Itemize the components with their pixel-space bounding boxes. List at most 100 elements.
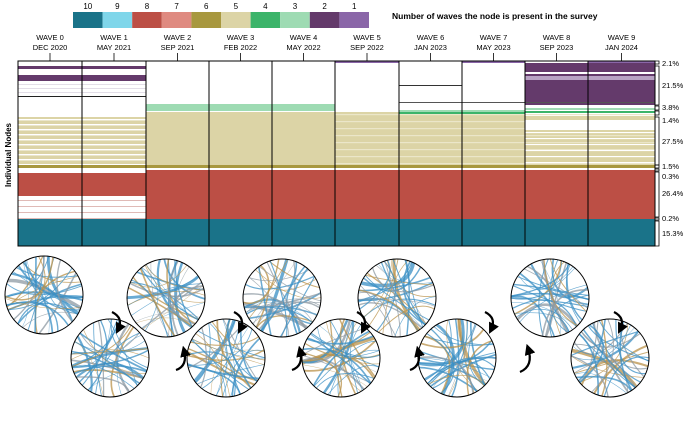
wave-name-9: WAVE 9 [608,33,636,42]
wave-date-2: SEP 2021 [161,43,195,52]
wave-name-2: WAVE 2 [164,33,192,42]
bracket-3 [655,110,660,116]
band-gap [525,72,655,74]
band-1-wave [588,61,655,63]
band-stripe [335,149,655,151]
legend-label-1: 1 [352,2,357,11]
band-1-wave [462,61,525,63]
wave-name-3: WAVE 3 [227,33,255,42]
wave-dividers [81,61,589,246]
pct-label-4: 27.5% [662,137,684,146]
band-stripe [335,142,655,144]
band-stripe [335,135,655,137]
legend-swatch-9 [102,12,133,28]
legend-swatch-1 [339,12,369,28]
wave-name-8: WAVE 8 [543,33,571,42]
legend-label-8: 8 [145,2,150,11]
pct-label-8: 0.2% [662,214,679,223]
bracket-6 [655,168,660,172]
legend-swatch-3 [280,12,310,28]
wave-date-8: SEP 2023 [540,43,574,52]
network-snapshot-4 [243,259,321,337]
wave-name-6: WAVE 6 [417,33,445,42]
wave-name-5: WAVE 5 [353,33,381,42]
band-stripe [335,156,655,158]
legend-title: Number of waves the node is present in t… [392,11,598,21]
band-stripe [525,144,655,146]
band-stripe [335,128,655,130]
sequence-arrow-0 [111,311,126,334]
percentage-brackets [655,60,660,247]
wave-name-7: WAVE 7 [480,33,508,42]
legend-label-9: 9 [115,2,120,11]
sequence-arrow-5 [409,345,425,372]
wave-name-1: WAVE 1 [100,33,128,42]
sequence-arrow-4 [356,311,371,334]
bracket-8 [655,217,660,221]
band-1-wave [335,61,399,63]
sequence-arrow-1 [175,345,191,372]
bracket-2 [655,105,660,111]
legend-swatch-8 [132,12,162,28]
band-line [399,85,462,86]
network-snapshots [4,255,650,398]
network-snapshot-7 [418,319,496,397]
wave-date-9: JAN 2024 [605,43,638,52]
sequence-arrow-2 [233,311,248,334]
band-3-waves [146,104,335,111]
legend-label-2: 2 [322,2,327,11]
chart-frame [17,60,656,247]
presence-bands [18,61,655,246]
pct-label-5: 1.5% [662,162,679,171]
band-stripe [525,156,655,158]
legend-swatch-4 [250,12,281,28]
pct-label-3: 1.4% [662,116,679,125]
band-stripe [525,132,655,134]
band-4-waves [525,111,655,113]
pct-label-7: 26.4% [662,189,684,198]
pct-label-1: 21.5% [662,81,684,90]
wave-date-1: MAY 2021 [97,43,131,52]
wave-date-3: FEB 2022 [224,43,257,52]
pct-label-9: 15.3% [662,229,684,238]
legend-label-4: 4 [263,2,268,11]
band-stripe [525,150,655,152]
band-stripe [335,163,655,165]
legend-swatch-7 [161,12,192,28]
band-stripe [335,114,655,116]
wave-date-6: JAN 2023 [414,43,447,52]
pct-label-2: 3.8% [662,103,679,112]
band-3-waves [525,108,655,110]
legend-swatch-10 [73,12,103,28]
legend-swatch-5 [221,12,251,28]
bracket-4 [655,116,660,166]
network-snapshot-3 [187,319,265,397]
y-axis-label: Individual Nodes [4,122,13,187]
sequence-arrows [111,311,628,374]
bracket-5 [655,164,660,169]
band-stripe [335,121,655,123]
network-snapshot-9 [571,319,649,397]
percentage-labels: 2.1% 21.5% 3.8% 1.4% 27.5% 1.5%0.3% 26.4% 0.2% 1… [662,59,684,238]
legend-label-10: 10 [83,2,92,11]
pct-label-6: 0.3% [662,172,679,181]
bracket-0 [655,60,660,65]
band-2-waves [525,63,655,105]
sequence-arrow-3 [291,345,307,372]
band-stripe [525,138,655,140]
legend-label-5: 5 [234,2,239,11]
bracket-7 [655,171,660,218]
network-snapshot-5 [302,319,380,397]
band-8-waves [525,204,655,212]
band-line [399,102,655,103]
network-snapshot-0 [5,256,83,334]
sequence-arrow-7 [519,343,536,374]
band-gap [525,76,655,80]
legend-swatch-6 [191,12,221,28]
legend-label-3: 3 [293,2,298,11]
wave-name-0: WAVE 0 [36,33,64,42]
bracket-1 [655,65,660,106]
wave-date-4: MAY 2022 [286,43,320,52]
